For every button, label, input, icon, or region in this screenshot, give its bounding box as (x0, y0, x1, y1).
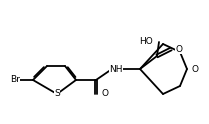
Text: HO: HO (139, 37, 153, 46)
Text: NH: NH (109, 64, 123, 74)
Text: S: S (54, 90, 60, 98)
Text: O: O (101, 90, 108, 98)
Text: Br: Br (10, 76, 20, 84)
Text: O: O (175, 45, 182, 53)
Text: O: O (191, 64, 198, 74)
